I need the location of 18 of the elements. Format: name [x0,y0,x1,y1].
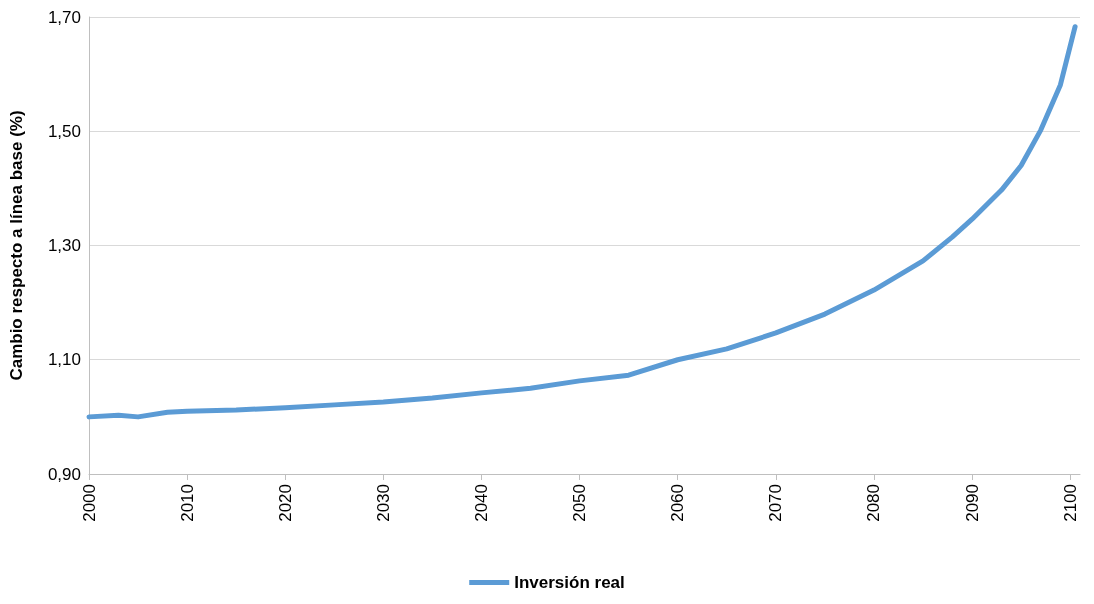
x-tick-label: 2030 [373,484,393,522]
legend-label: Inversión real [514,573,625,592]
y-tick-label: 1,50 [47,121,81,141]
x-tick-label: 2100 [1060,484,1080,522]
x-tick-label: 2060 [668,484,688,522]
x-tick-label: 2000 [79,484,99,522]
x-tick-label: 2090 [962,484,982,522]
x-tick-label: 2080 [864,484,884,522]
x-tick-label: 2040 [471,484,491,522]
y-axis-title: Cambio respecto a línea base (%) [7,110,26,381]
y-tick-label: 1,30 [47,236,81,255]
y-tick-label: 1,10 [47,350,81,370]
x-tick-label: 2070 [766,484,786,522]
y-tick-label: 0,90 [47,464,81,484]
x-tick-label: 2050 [570,484,590,522]
x-tick-label: 2020 [275,484,295,522]
x-tick-label: 2010 [177,484,197,522]
y-tick-label: 1,70 [47,7,81,27]
